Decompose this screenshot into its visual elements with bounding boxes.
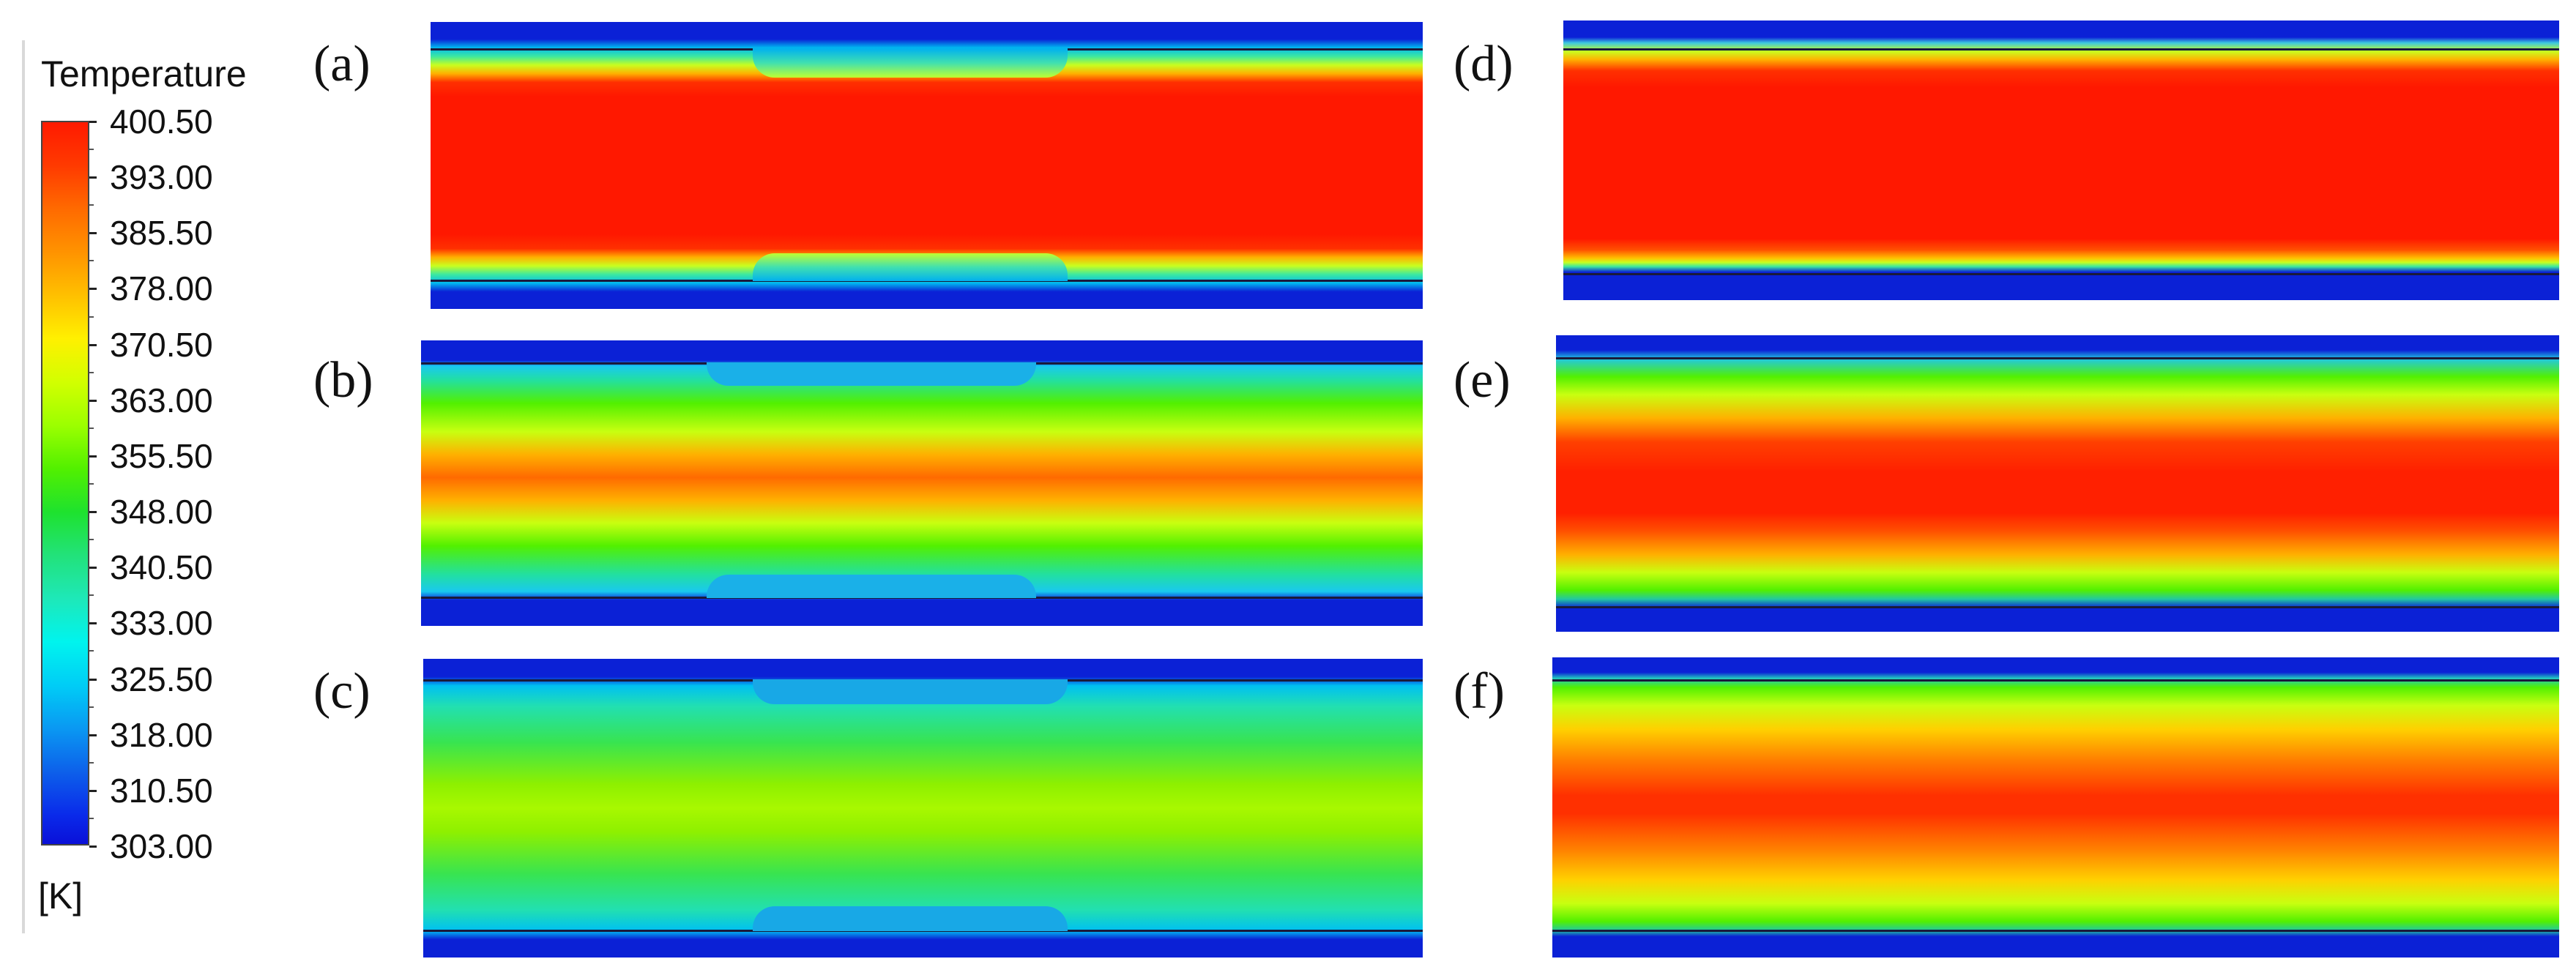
- colorbar-tick: [89, 204, 94, 206]
- legend-border: [22, 40, 25, 933]
- legend-value: 385.50: [110, 214, 213, 253]
- colorbar-tick: [89, 706, 94, 708]
- colorbar-tick: [89, 371, 94, 373]
- colorbar-tick: [89, 121, 97, 123]
- contour-panel-b: [421, 340, 1423, 626]
- panel-label-a: (a): [313, 36, 371, 92]
- contour-panel-d: [1563, 20, 2559, 300]
- throat-bottom: [707, 575, 1036, 598]
- colorbar-ticks: [89, 121, 98, 848]
- legend-value: 318.00: [110, 715, 213, 754]
- colorbar-tick: [89, 455, 97, 458]
- colorbar-tick: [89, 567, 97, 570]
- colorbar-tick: [89, 427, 94, 429]
- colorbar-tick: [89, 789, 97, 792]
- panel-label-f: (f): [1453, 663, 1505, 720]
- colorbar-tick: [89, 511, 97, 514]
- legend-value: 363.00: [110, 381, 213, 419]
- panel-label-e: (e): [1453, 352, 1511, 408]
- colorbar-tick: [89, 232, 97, 235]
- colorbar-tick: [89, 846, 97, 848]
- colorbar-tick: [89, 343, 97, 346]
- contour-panel-c: [423, 659, 1423, 958]
- contour-panel-e: [1556, 335, 2559, 632]
- narrow-throat-top: [753, 48, 1068, 78]
- legend-value: 303.00: [110, 827, 213, 865]
- legend-value: 333.00: [110, 604, 213, 643]
- colorbar-tick: [89, 594, 94, 597]
- legend-title: Temperature: [41, 53, 247, 94]
- legend-value: 340.50: [110, 548, 213, 587]
- colorbar-tick: [89, 260, 94, 262]
- colorbar-tick: [89, 761, 94, 764]
- legend-value: 400.50: [110, 102, 213, 141]
- colorbar-tick: [89, 176, 97, 179]
- throat-top: [707, 362, 1036, 386]
- colorbar-tick: [89, 316, 94, 318]
- legend-value: 310.50: [110, 771, 213, 810]
- legend-unit: [K]: [38, 876, 83, 917]
- colorbar-tick: [89, 288, 97, 291]
- contour-panel-a: [431, 22, 1423, 309]
- colorbar-tick: [89, 734, 97, 736]
- colorbar: [41, 121, 89, 846]
- legend-value: 355.50: [110, 436, 213, 475]
- colorbar-tick: [89, 817, 94, 819]
- colorbar-tick: [89, 483, 94, 485]
- colorbar-tick: [89, 622, 97, 625]
- colorbar-tick: [89, 399, 97, 402]
- legend-value: 378.00: [110, 269, 213, 308]
- colorbar-tick: [89, 539, 94, 541]
- throat-top: [753, 679, 1068, 704]
- colorbar-tick: [89, 678, 97, 681]
- colorbar-tick: [89, 650, 94, 652]
- temperature-legend: Temperature 400.50 393.00 385.50 378.00 370.…: [0, 0, 308, 978]
- legend-value: 325.50: [110, 660, 213, 698]
- throat-bottom: [753, 906, 1068, 931]
- narrow-throat-bottom: [753, 253, 1068, 281]
- colorbar-tick: [89, 149, 94, 151]
- legend-value: 393.00: [110, 158, 213, 197]
- panel-label-c: (c): [313, 663, 371, 720]
- panel-label-b: (b): [313, 352, 373, 408]
- contour-panel-f: [1552, 657, 2559, 958]
- legend-value: 348.00: [110, 493, 213, 531]
- panel-label-d: (d): [1453, 36, 1514, 92]
- legend-value: 370.50: [110, 325, 213, 364]
